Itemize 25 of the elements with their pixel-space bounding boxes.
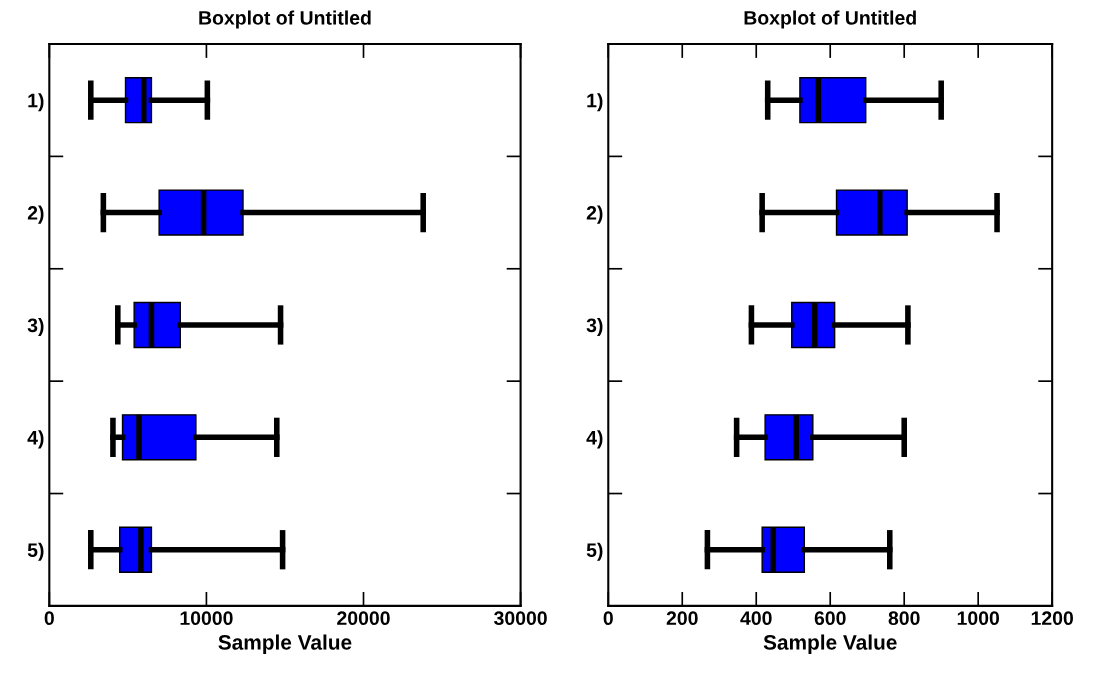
y-tick-label: 2) bbox=[586, 205, 603, 224]
x-tick-label: 30000 bbox=[494, 611, 547, 626]
y-tick-label: 4) bbox=[27, 430, 44, 449]
chart-title: Boxplot of Untitled bbox=[744, 10, 916, 29]
y-tick-label: 3) bbox=[586, 317, 603, 337]
x-tick-label: 0 bbox=[603, 611, 613, 626]
y-tick-label: 5) bbox=[27, 542, 44, 561]
x-tick-label: 1200 bbox=[1031, 611, 1073, 626]
x-tick-label: 1000 bbox=[957, 611, 1000, 626]
x-tick-label: 800 bbox=[888, 611, 920, 626]
y-tick-label: 2) bbox=[27, 205, 44, 224]
x-tick-label: 20000 bbox=[337, 611, 390, 626]
x-tick-label: 200 bbox=[666, 611, 698, 626]
x-tick-label: 10000 bbox=[180, 611, 233, 626]
x-axis-title: Sample Value bbox=[763, 634, 897, 654]
y-tick-label: 4) bbox=[586, 430, 603, 449]
x-tick-label: 600 bbox=[814, 611, 846, 626]
x-tick-label: 0 bbox=[44, 611, 54, 626]
y-tick-label: 1) bbox=[587, 93, 603, 112]
x-tick-label: 400 bbox=[740, 611, 772, 626]
y-tick-label: 3) bbox=[27, 317, 44, 337]
y-tick-label: 1) bbox=[28, 93, 44, 112]
chart-title: Boxplot of Untitled bbox=[199, 10, 371, 29]
x-axis-title: Sample Value bbox=[218, 634, 352, 654]
y-tick-label: 5) bbox=[586, 542, 603, 561]
